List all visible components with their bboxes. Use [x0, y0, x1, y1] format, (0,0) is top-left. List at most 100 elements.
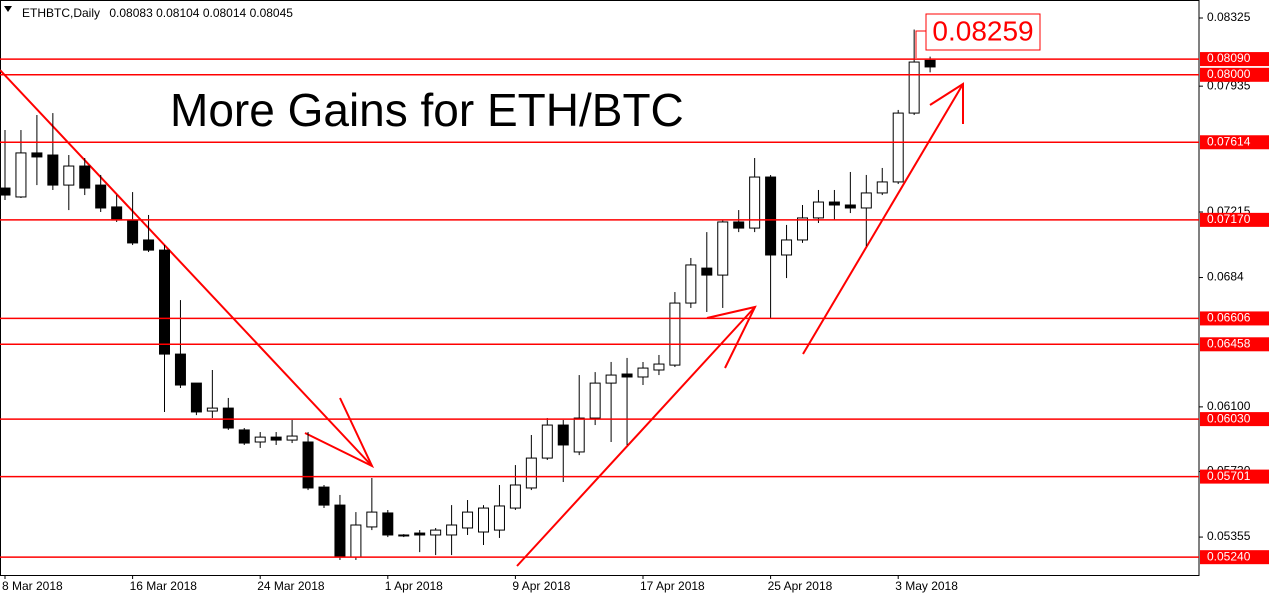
candle-body — [557, 424, 569, 446]
level-label: 0.06458 — [1207, 336, 1251, 350]
arrow-head — [706, 305, 757, 369]
candle-body — [366, 511, 378, 528]
candle-body — [860, 192, 872, 209]
candle-body — [749, 176, 761, 229]
level-label: 0.06030 — [1207, 411, 1251, 425]
candle-body — [0, 187, 11, 196]
candle-body — [669, 302, 681, 366]
candle-body — [621, 373, 633, 378]
candle-body — [111, 206, 123, 221]
candle-body — [828, 201, 840, 206]
candle-body — [446, 524, 458, 536]
header-low: 0.08014 — [203, 6, 247, 20]
candle-body — [653, 363, 665, 371]
candle-body — [765, 176, 777, 256]
candle-body — [206, 407, 218, 412]
x-tick-label: 25 Apr 2018 — [768, 579, 833, 593]
candle-body — [797, 217, 808, 241]
candle-body — [701, 267, 713, 276]
candle-body — [270, 436, 282, 441]
level-label-bg — [1200, 337, 1269, 352]
callout-line — [915, 30, 926, 58]
trend-line — [0, 69, 373, 467]
candle-body — [733, 221, 745, 229]
level-label-bg — [1200, 67, 1269, 82]
candle-body — [190, 382, 202, 413]
level-label: 0.05701 — [1207, 469, 1251, 483]
chart-header: ETHBTC,Daily 0.08083 0.08104 0.08014 0.0… — [22, 6, 293, 20]
candle-body — [589, 382, 601, 419]
level-label-bg — [1200, 412, 1269, 427]
y-tick-label: 0.0684 — [1207, 270, 1244, 284]
candle-body — [127, 219, 139, 244]
chart-title: More Gains for ETH/BTC — [170, 84, 684, 136]
callout-label: 0.08259 — [932, 15, 1033, 46]
header-high: 0.08104 — [156, 6, 200, 20]
candle-body — [717, 221, 729, 276]
candle-body — [95, 184, 107, 209]
candle-body — [509, 484, 521, 509]
candle-body — [47, 154, 59, 186]
x-tick-label: 17 Apr 2018 — [640, 579, 705, 593]
level-label-bg — [1200, 550, 1269, 565]
symbol: ETHBTC,Daily — [22, 6, 100, 20]
header-close: 0.08045 — [250, 6, 294, 20]
candle-body — [924, 59, 936, 68]
candle-body — [781, 239, 793, 256]
candle-body — [892, 112, 904, 183]
candle-body — [31, 152, 43, 158]
x-tick-label: 3 May 2018 — [895, 579, 958, 593]
candle-body — [573, 417, 585, 453]
plot-frame — [0, 0, 1200, 576]
candle-body — [238, 429, 250, 444]
x-tick-label: 16 Mar 2018 — [130, 579, 198, 593]
candle-body — [286, 435, 298, 441]
level-label: 0.07170 — [1207, 212, 1251, 226]
x-tick-label: 8 Mar 2018 — [2, 579, 63, 593]
candle-body — [430, 529, 442, 536]
callout-box — [925, 13, 1041, 51]
level-label: 0.06606 — [1207, 311, 1251, 325]
candles — [0, 29, 936, 560]
x-tick-label: 1 Apr 2018 — [385, 579, 443, 593]
x-tick-label: 24 Mar 2018 — [257, 579, 325, 593]
candle-body — [525, 457, 537, 489]
level-label: 0.08090 — [1207, 51, 1251, 65]
y-tick-label: 0.07935 — [1207, 78, 1251, 92]
level-label: 0.08000 — [1207, 67, 1251, 81]
level-label-bg — [1200, 135, 1269, 150]
level-label-bg — [1200, 469, 1269, 484]
candle-body — [334, 504, 346, 558]
candle-body — [79, 165, 91, 189]
menu-triangle[interactable] — [4, 6, 12, 12]
candle-body — [414, 532, 426, 536]
arrow-head — [304, 397, 375, 469]
candle-body — [318, 486, 330, 506]
candle-body — [15, 152, 27, 198]
trend-line — [516, 306, 756, 567]
candle-body — [174, 353, 186, 386]
trend-line — [802, 83, 964, 355]
level-label: 0.07614 — [1207, 134, 1251, 148]
y-tick-label: 0.06100 — [1207, 399, 1251, 413]
y-tick-label: 0.08325 — [1207, 10, 1251, 24]
candle-body — [844, 204, 856, 209]
candle-body — [812, 201, 824, 219]
candle-body — [908, 61, 920, 114]
level-label-bg — [1200, 311, 1269, 326]
candle-body — [637, 367, 649, 378]
candle-body — [876, 181, 888, 194]
candle-body — [350, 524, 362, 558]
candle-body — [478, 507, 489, 533]
level-label-bg — [1200, 212, 1269, 227]
candle-body — [605, 374, 617, 384]
candle-body — [63, 165, 75, 186]
candle-body — [254, 436, 266, 443]
candle-body — [685, 264, 697, 304]
candle-body — [143, 239, 155, 251]
candle-body — [302, 441, 314, 489]
candle-body — [222, 407, 234, 429]
